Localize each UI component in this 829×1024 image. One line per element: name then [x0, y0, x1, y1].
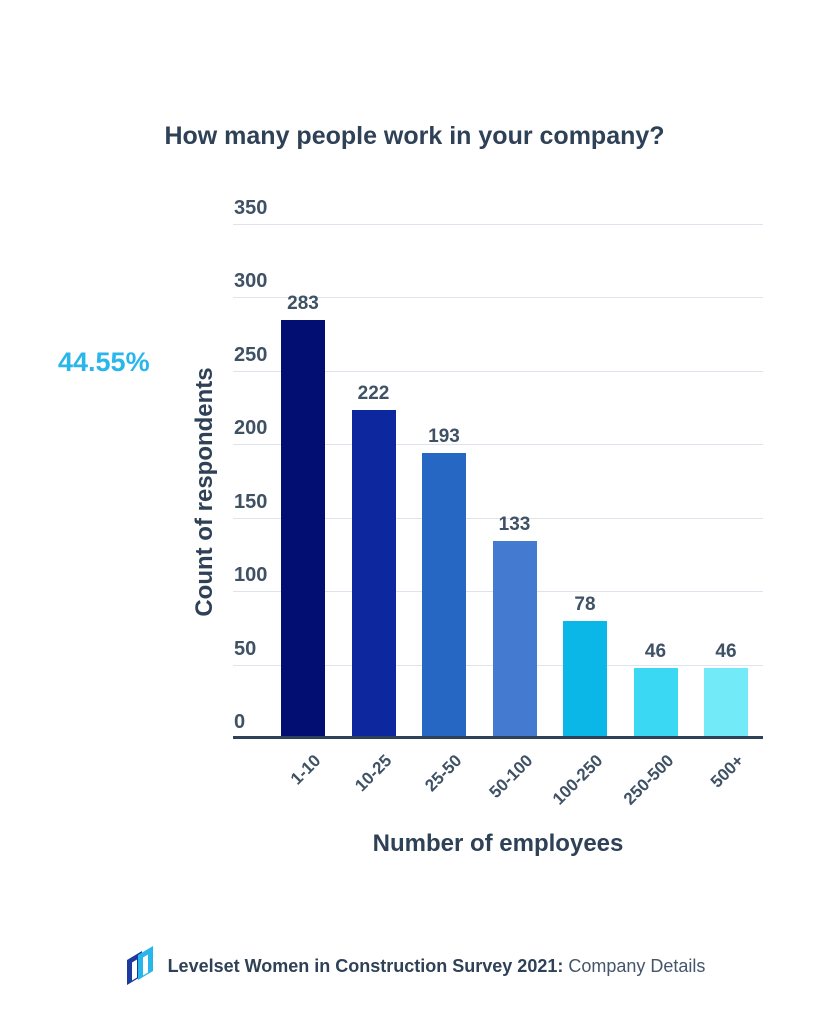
bar-25-50	[422, 452, 466, 736]
y-tick-label-200: 200	[234, 417, 268, 440]
y-tick-label-0: 0	[234, 711, 246, 733]
bar-100-250	[563, 621, 607, 736]
bar-1-10	[281, 320, 325, 736]
x-tick-label-25-50: 25-50	[421, 751, 466, 796]
percentage-callout: 44.55%	[58, 347, 150, 377]
x-tick-label-10-25: 10-25	[350, 751, 395, 796]
bar-chart-plot-area: 0 50 100 150 200 250 300 350 283 1-10 222 10-25 193 2…	[233, 197, 763, 809]
y-tick-label-350: 350	[234, 197, 268, 219]
gridline-200	[233, 444, 763, 446]
bar-value-label-50-100: 133	[498, 513, 531, 535]
y-tick-label-250: 250	[234, 343, 268, 366]
y-tick-label-150: 150	[234, 490, 268, 513]
bar-value-label-250-500: 46	[644, 641, 667, 663]
bar-value-label-1-10: 283	[287, 293, 319, 315]
bar-10-25	[351, 409, 396, 736]
gridline-350	[233, 224, 763, 225]
gridline-250	[233, 370, 763, 372]
y-tick-label-100: 100	[234, 564, 268, 587]
gridline-300	[233, 297, 763, 299]
x-tick-label-100-250: 100-250	[548, 751, 607, 809]
footer-caption: Levelset Women in Construction Survey 20…	[168, 956, 706, 977]
footer-caption-regular: Company Details	[568, 955, 706, 976]
x-axis-title: Number of employees	[372, 830, 624, 857]
bar-value-label-25-50: 193	[428, 425, 460, 447]
x-tick-label-250-500: 250-500	[619, 751, 677, 809]
gridline-150	[233, 517, 763, 519]
bar-value-label-500+: 46	[715, 641, 737, 663]
bar-value-label-100-250: 78	[574, 594, 596, 616]
y-axis-title: Count of respondents	[191, 367, 218, 617]
chart-title: How many people work in your company?	[164, 122, 665, 150]
bar-50-100	[492, 540, 537, 736]
bar-250-500	[633, 668, 678, 736]
x-tick-label-1-10: 1-10	[286, 751, 325, 789]
y-tick-label-300: 300	[234, 270, 268, 293]
footer: Levelset Women in Construction Survey 20…	[0, 946, 829, 986]
bar-value-label-10-25: 222	[357, 382, 390, 404]
footer-caption-bold: Levelset Women in Construction Survey 20…	[167, 955, 564, 976]
bar-500+	[704, 668, 748, 736]
x-tick-label-500+: 500+	[706, 751, 748, 792]
y-tick-label-50: 50	[234, 637, 257, 660]
x-tick-label-50-100: 50-100	[485, 751, 536, 802]
levelset-logo-icon	[126, 946, 153, 985]
